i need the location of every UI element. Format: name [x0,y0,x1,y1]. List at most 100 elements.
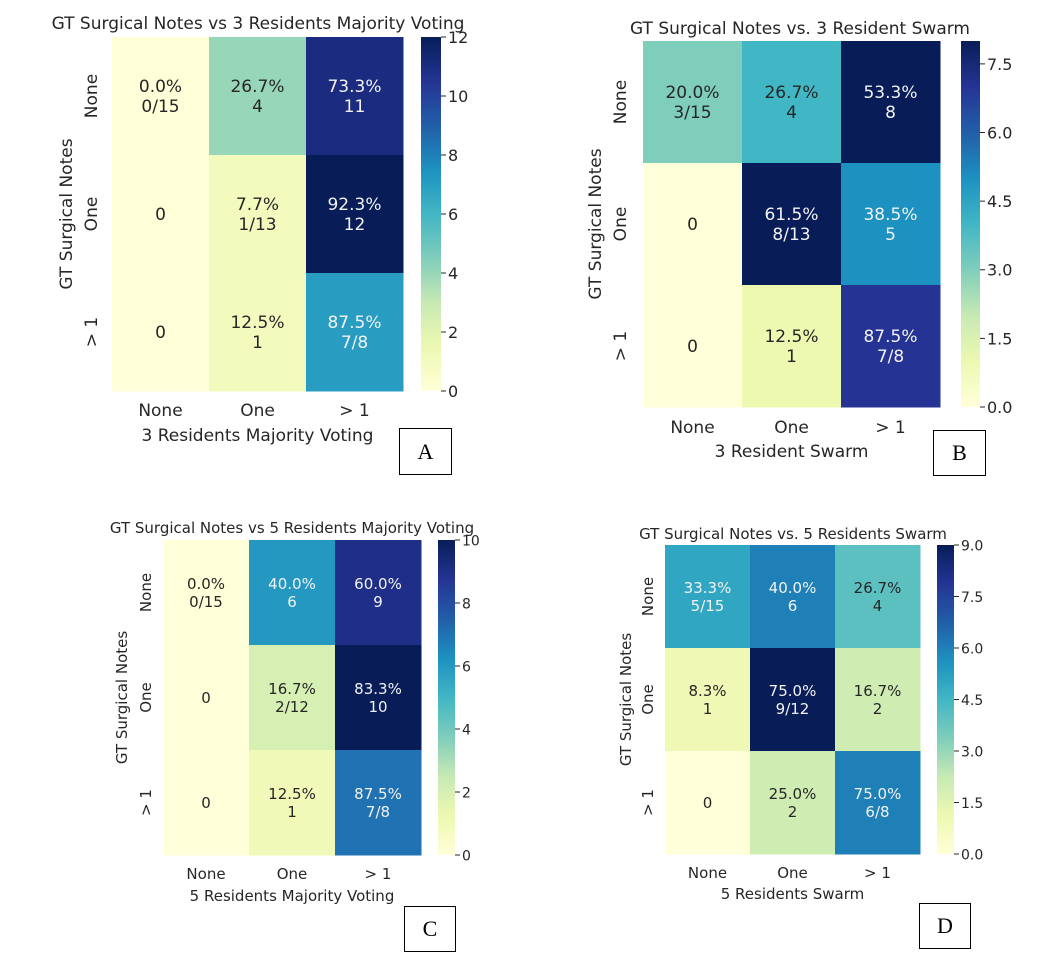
x-tick-label: None [138,401,182,421]
heatmap-cell [742,163,842,286]
cell-annotation: 7.7% 1/13 [236,195,279,235]
heatmap-cell [835,648,921,752]
heatmap-cell [742,285,842,408]
cell-annotation: 92.3% 12 [327,195,381,235]
y-tick-label: > 1 [639,789,657,816]
cell-annotation: 12.5% 1 [230,313,284,353]
heatmap-cell [209,155,307,274]
colorbar-tick-label: 4 [462,722,471,738]
heatmap-cell [163,750,250,856]
cell-annotation: 38.5% 5 [863,205,917,245]
heatmap-cell [841,285,941,408]
colorbar-tick-label: 6.0 [987,123,1012,142]
y-tick-label: > 1 [611,331,631,361]
x-tick-label: One [777,864,808,882]
y-axis-label: GT Surgical Notes [617,633,635,767]
cell-annotation: 0 [687,337,698,357]
heatmap-cell [112,273,210,392]
heatmap-panel-a: GT Surgical Notes vs 3 Residents Majorit… [52,14,469,446]
panel-label-d: D [919,903,971,949]
colorbar-tick-label: 7.5 [987,55,1012,74]
cell-annotation: 0 [201,794,211,812]
cell-annotation: 16.7% 2 [854,682,902,718]
y-tick-label: > 1 [137,789,155,816]
chart-title: GT Surgical Notes vs 3 Residents Majorit… [52,14,465,34]
cell-annotation: 40.0% 6 [769,579,817,615]
colorbar [438,540,455,855]
colorbar-tick-label: 0 [462,848,471,864]
chart-title: GT Surgical Notes vs 5 Residents Majorit… [110,519,474,537]
colorbar-tick-label: 2 [462,785,471,801]
heatmap-cell [335,540,422,646]
colorbar-tick-label: 12 [448,28,468,47]
cell-annotation: 87.5% 7/8 [327,313,381,353]
colorbar-tick-label: 4.5 [961,693,983,709]
chart-title: GT Surgical Notes vs. 5 Residents Swarm [639,525,947,543]
cell-annotation: 8.3% 1 [688,682,726,718]
heatmap-cell [665,751,751,855]
cell-annotation: 26.7% 4 [764,83,818,123]
panel-label-b: B [933,430,986,476]
colorbar-tick-label: 0.0 [987,398,1012,417]
heatmap-cell [112,37,210,156]
heatmap-cell [249,750,336,856]
cell-annotation: 75.0% 9/12 [769,682,817,718]
x-axis-label: 3 Resident Swarm [715,442,869,462]
y-tick-label: None [639,577,657,616]
heatmap-cell [835,545,921,649]
cell-annotation: 0 [687,215,698,235]
cell-annotation: 12.5% 1 [764,327,818,367]
cell-annotation: 60.0% 9 [354,575,402,611]
cell-annotation: 0.0% 0/15 [187,575,225,611]
cell-annotation: 0 [201,689,211,707]
x-tick-label: > 1 [339,401,369,421]
heatmap-cell [665,545,751,649]
heatmap-cell [750,751,836,855]
heatmap-cell [335,645,422,751]
cell-annotation: 87.5% 7/8 [354,785,402,821]
y-tick-label: None [137,573,155,612]
cell-annotation: 26.7% 4 [230,77,284,117]
colorbar [937,545,954,854]
colorbar [961,41,980,407]
x-tick-label: None [688,864,727,882]
heatmap-panel-d: GT Surgical Notes vs. 5 Residents Swarm 3… [617,525,983,903]
colorbar-tick-label: 8 [462,596,471,612]
heatmap-cell [335,750,422,856]
colorbar [421,37,441,391]
cell-annotation: 53.3% 8 [863,83,917,123]
colorbar-tick-label: 7.5 [961,590,983,606]
panel-label-c: C [404,906,456,952]
cell-annotation: 73.3% 11 [327,77,381,117]
cell-annotation: 20.0% 3/15 [665,83,719,123]
cell-annotation: 75.0% 6/8 [854,785,902,821]
chart-title: GT Surgical Notes vs. 3 Resident Swarm [630,19,970,39]
cell-annotation: 25.0% 2 [769,785,817,821]
heatmap-cell [750,648,836,752]
colorbar-tick-label: 3.0 [987,261,1012,280]
colorbar-tick-label: 3.0 [961,744,983,760]
x-tick-label: None [670,418,714,438]
x-tick-label: None [186,865,225,883]
heatmap-cell [841,163,941,286]
heatmap-cell [643,163,743,286]
heatmap-cell [742,41,842,164]
colorbar-tick-label: 4.5 [987,192,1012,211]
x-axis-label: 5 Residents Majority Voting [190,887,395,905]
heatmap-cell [306,273,404,392]
x-tick-label: > 1 [365,865,392,883]
cell-annotation: 33.3% 5/15 [684,579,732,615]
x-axis-label: 5 Residents Swarm [721,885,865,903]
heatmap-cell [841,41,941,164]
panel-label-a: A [399,428,452,475]
y-axis-label: GT Surgical Notes [586,148,606,299]
heatmap-cell [643,41,743,164]
heatmap-cell [306,37,404,156]
heatmap-panel-c: GT Surgical Notes vs 5 Residents Majorit… [110,519,480,905]
cell-annotation: 40.0% 6 [268,575,316,611]
colorbar-tick-label: 1.5 [961,796,983,812]
cell-annotation: 0 [703,794,713,812]
y-axis-label: GT Surgical Notes [113,631,131,765]
colorbar-tick-label: 6.0 [961,641,983,657]
